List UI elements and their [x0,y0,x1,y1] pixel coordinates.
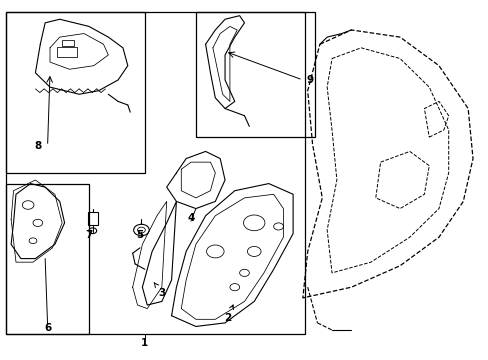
Text: 3: 3 [154,283,165,297]
Bar [6,12,305,334]
Text: 6: 6 [44,323,51,333]
Text: 5: 5 [136,230,143,240]
Bar [196,12,314,137]
Text: 8: 8 [34,141,41,151]
Bar [6,184,89,334]
Bar [62,40,74,46]
Bar [88,212,98,225]
Text: 4: 4 [187,212,194,222]
Text: 1: 1 [141,338,148,347]
Text: 7: 7 [85,230,92,240]
Bar [6,12,144,173]
Text: 2: 2 [224,305,233,323]
Bar [57,47,77,57]
Text: 9: 9 [306,75,313,85]
